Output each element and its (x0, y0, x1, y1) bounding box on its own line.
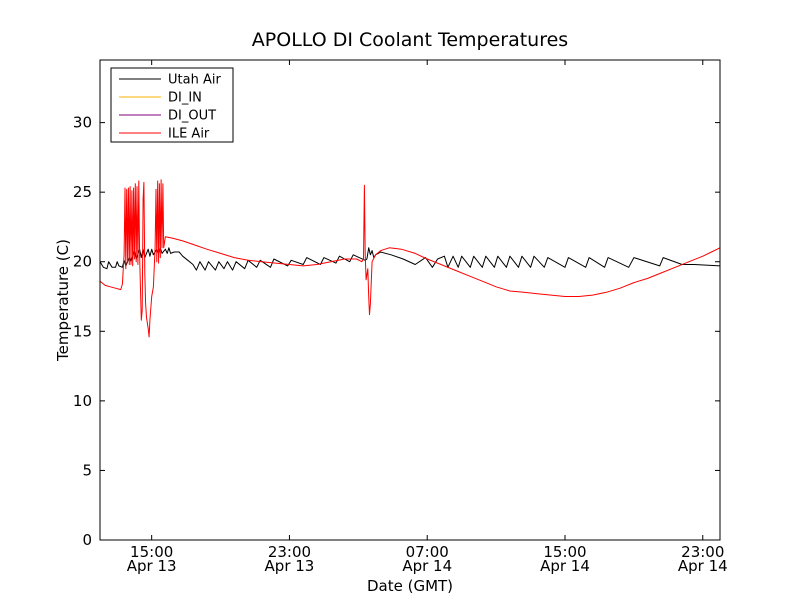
chart-title: APOLLO DI Coolant Temperatures (252, 29, 568, 51)
legend-label: DI_IN (168, 91, 202, 106)
x-tick-sublabel: Apr 13 (127, 557, 177, 575)
legend: Utah Air DI_IN DI_OUT ILE Air (110, 67, 234, 143)
x-tick-label: 15:00 (543, 543, 586, 561)
y-tick-label: 25 (73, 183, 92, 201)
plot-lines (99, 179, 721, 338)
x-tick-sublabel: Apr 13 (265, 557, 315, 575)
y-tick-label: 5 (82, 461, 92, 479)
legend-label: ILE Air (168, 127, 210, 142)
x-tick-label: 07:00 (406, 543, 449, 561)
legend-label: Utah Air (168, 73, 221, 88)
plot-frame (99, 59, 721, 541)
y-tick-label: 30 (73, 114, 92, 132)
x-axis-label: Date (GMT) (367, 577, 453, 595)
y-tick-label: 10 (73, 392, 92, 410)
x-tick-sublabel: Apr 14 (540, 557, 590, 575)
x-tick-label: 15:00 (130, 543, 173, 561)
y-tick-label: 15 (73, 322, 92, 340)
legend-box (110, 67, 234, 143)
y-ticks: 0 5 10 15 20 25 30 (73, 114, 720, 549)
legend-label: DI_OUT (168, 109, 216, 124)
x-tick-label: 23:00 (681, 543, 724, 561)
x-tick-sublabel: Apr 14 (402, 557, 452, 575)
x-tick-label: 23:00 (268, 543, 311, 561)
y-tick-label: 0 (82, 531, 92, 549)
y-tick-label: 20 (73, 253, 92, 271)
x-tick-sublabel: Apr 14 (678, 557, 728, 575)
series-line-ile-air (99, 179, 721, 338)
y-axis-label: Temperature (C) (54, 239, 72, 362)
